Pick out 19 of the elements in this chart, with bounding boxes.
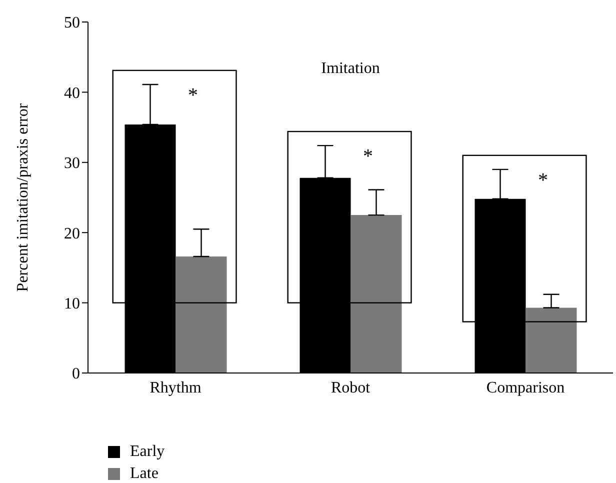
legend-label: Late <box>130 465 158 483</box>
y-tick-label: 40 <box>64 84 80 102</box>
y-tick-label: 10 <box>64 295 80 312</box>
bar <box>350 215 402 373</box>
x-tick-label: Comparison <box>486 379 565 396</box>
x-tick-label: Robot <box>330 379 371 396</box>
annotation: * <box>538 169 548 192</box>
y-axis-title: Percent imitation/praxis error <box>14 102 32 292</box>
annotation: * <box>363 146 373 168</box>
annotation: * <box>188 84 198 106</box>
bar <box>176 256 227 373</box>
y-tick-label: 30 <box>64 155 80 172</box>
y-tick-label: 0 <box>72 366 80 383</box>
bar <box>526 308 577 373</box>
legend-label: Early <box>130 443 165 461</box>
y-tick-label: 50 <box>64 14 80 32</box>
x-tick-label: Rhythm <box>150 379 202 396</box>
text: Imitation <box>321 60 380 77</box>
y-tick-label: 20 <box>64 225 80 242</box>
